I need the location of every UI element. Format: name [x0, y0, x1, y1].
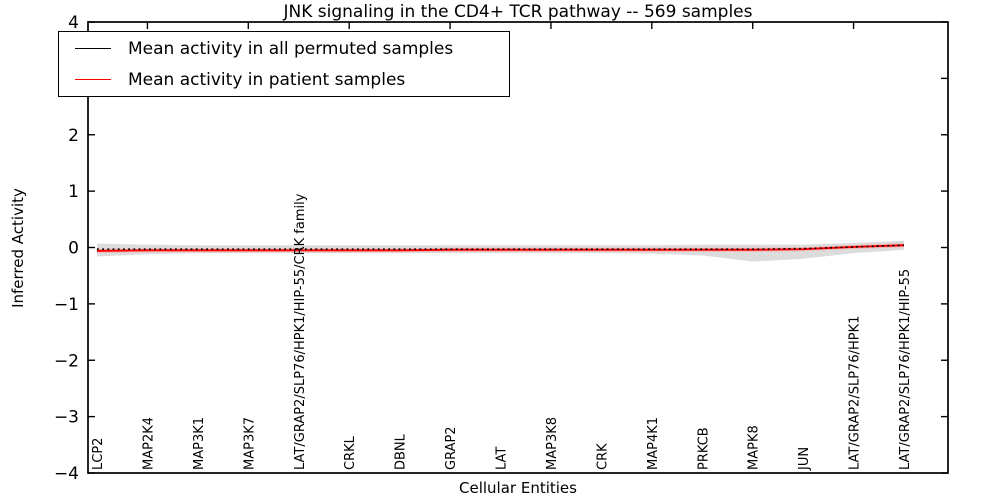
y-tick-label: 0	[68, 239, 79, 259]
legend-label-permuted: Mean activity in all permuted samples	[128, 38, 454, 59]
category-label: LCP2	[91, 438, 106, 470]
category-label: MAP3K1	[192, 417, 207, 470]
legend: Mean activity in all permuted samples Me…	[58, 31, 510, 97]
category-label: MAPK8	[747, 425, 762, 470]
y-tick-label: −1	[54, 295, 79, 315]
legend-entry-patient: Mean activity in patient samples	[59, 64, 509, 95]
category-label: JUN	[797, 447, 812, 471]
category-label: MAP4K1	[646, 417, 661, 470]
category-label: DBNL	[394, 433, 409, 470]
category-label: LAT/GRAP2/SLP76/HPK1/HIP-55	[898, 269, 913, 470]
legend-entry-permuted: Mean activity in all permuted samples	[59, 33, 509, 64]
category-label: GRAP2	[444, 426, 459, 470]
category-label: MAP3K7	[242, 417, 257, 470]
chart-title: JNK signaling in the CD4+ TCR pathway --…	[283, 2, 753, 22]
category-label: MAP3K8	[545, 417, 560, 470]
y-tick-label: 4	[68, 13, 79, 33]
y-tick-label: 2	[68, 126, 79, 146]
category-label: LAT	[495, 447, 510, 470]
category-label: MAP2K4	[141, 417, 156, 470]
y-tick-label: −2	[54, 351, 79, 371]
category-label: LAT/GRAP2/SLP76/HPK1/HIP-55/CRK family	[293, 193, 308, 470]
legend-line-patient-icon	[75, 79, 111, 80]
y-tick-label: 1	[68, 182, 79, 202]
x-axis-label: Cellular Entities	[459, 479, 577, 497]
category-label: PRKCB	[696, 427, 711, 470]
y-tick-label: −4	[54, 464, 79, 484]
legend-label-patient: Mean activity in patient samples	[128, 69, 406, 90]
legend-line-permuted-icon	[75, 48, 111, 49]
category-label: CRKL	[343, 435, 358, 470]
y-tick-label: −3	[54, 408, 79, 428]
line-permuted-mean	[97, 244, 905, 250]
category-label: CRK	[595, 443, 610, 470]
category-label: LAT/GRAP2/SLP76/HPK1	[848, 316, 863, 470]
y-axis-label: Inferred Activity	[9, 188, 27, 308]
